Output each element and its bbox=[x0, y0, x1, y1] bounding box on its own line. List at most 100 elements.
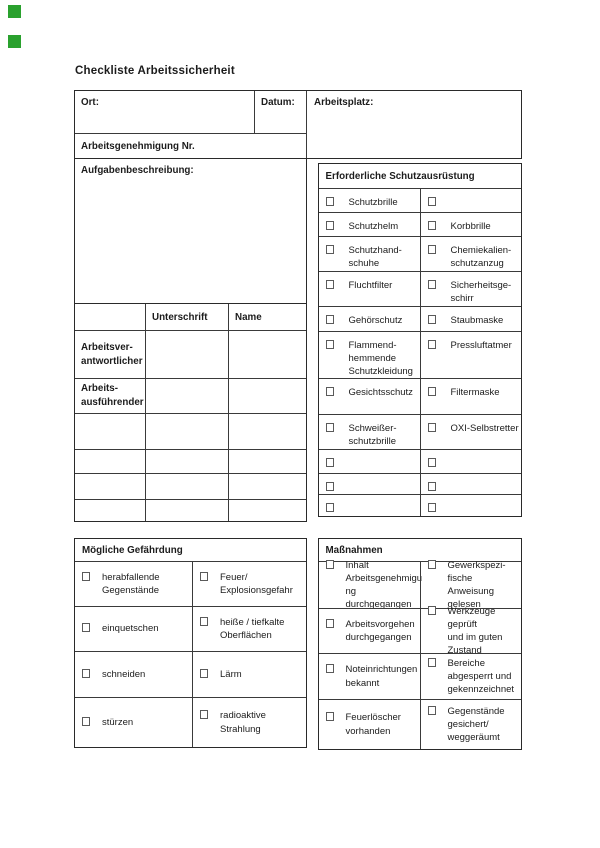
equipment-item bbox=[318, 449, 420, 473]
signature-row-label bbox=[75, 499, 145, 521]
genehmigung-field: Arbeitsgenehmigung Nr. bbox=[75, 134, 307, 158]
checkbox[interactable] bbox=[427, 197, 436, 206]
top-table: Ort: Datum: Arbeitsplatz: Arbeitsgenehmi… bbox=[74, 90, 522, 159]
checkbox[interactable] bbox=[427, 280, 436, 289]
checkbox[interactable] bbox=[325, 280, 334, 289]
green-marker bbox=[8, 35, 21, 48]
signature-cell bbox=[75, 304, 145, 330]
page-title: Checkliste Arbeitssicherheit bbox=[75, 65, 235, 77]
checkbox[interactable] bbox=[427, 482, 436, 491]
checkbox-label: heiße / tiefkalte Oberflächen bbox=[220, 616, 285, 641]
hazard-item: heiße / tiefkalte Oberflächen bbox=[192, 606, 306, 651]
checkbox[interactable] bbox=[200, 616, 208, 626]
checkbox[interactable] bbox=[325, 559, 334, 569]
checkbox[interactable] bbox=[200, 571, 208, 581]
signature-cell bbox=[145, 413, 228, 449]
signature-cell bbox=[145, 499, 228, 521]
measure-item: Werkzeuge geprüft und im guten Zustand bbox=[419, 605, 521, 656]
checkbox[interactable] bbox=[325, 221, 334, 230]
equipment-item: Schweißer- schutzbrille bbox=[318, 414, 420, 449]
equipment-item bbox=[318, 494, 420, 516]
equipment-item bbox=[318, 473, 420, 494]
checkbox[interactable] bbox=[427, 221, 436, 230]
hazard-item: herabfallende Gegenstände bbox=[75, 561, 192, 606]
checkbox[interactable] bbox=[427, 245, 436, 254]
checkbox[interactable] bbox=[427, 458, 436, 467]
checkbox-label: Schweißer- schutzbrille bbox=[348, 423, 397, 448]
checkbox[interactable] bbox=[325, 197, 334, 206]
task-description-box: Aufgabenbeschreibung: bbox=[74, 159, 307, 304]
equipment-item: Schutzhelm bbox=[318, 212, 420, 236]
signature-cell bbox=[228, 499, 306, 521]
checkbox[interactable] bbox=[427, 315, 436, 324]
equipment-table: Erforderliche Schutzausrüstung Schutzbri… bbox=[317, 163, 522, 517]
checkbox[interactable] bbox=[200, 668, 208, 678]
arbeitsplatz-field: Arbeitsplatz: bbox=[314, 97, 374, 108]
checkbox-label: Sicherheitsge- schirr bbox=[450, 280, 512, 305]
checkbox[interactable] bbox=[325, 315, 334, 324]
equipment-item: Pressluftatmer bbox=[419, 331, 521, 378]
measure-item: Arbeitsvorgehen durchgegangen bbox=[318, 608, 420, 653]
checkbox-label: Inhalt Arbeitsgenehmigu ng durchgegangen bbox=[345, 559, 423, 611]
checkbox[interactable] bbox=[325, 618, 334, 628]
ort-field: Ort: bbox=[75, 91, 255, 134]
checkbox[interactable] bbox=[325, 664, 334, 674]
checkbox[interactable] bbox=[427, 503, 436, 512]
measure-item: Bereiche abgesperrt und gekennzeichnet bbox=[419, 653, 521, 699]
checkbox[interactable] bbox=[82, 623, 90, 633]
checkbox[interactable] bbox=[427, 559, 436, 569]
hazard-item: schneiden bbox=[75, 651, 192, 697]
equipment-item bbox=[419, 473, 521, 494]
checkbox[interactable] bbox=[82, 571, 90, 581]
checkbox-label: stürzen bbox=[102, 716, 134, 728]
checkbox[interactable] bbox=[325, 387, 334, 396]
checkbox[interactable] bbox=[427, 387, 436, 396]
checkbox[interactable] bbox=[325, 458, 334, 467]
checkbox-label: Bereiche abgesperrt und gekennzeichnet bbox=[447, 657, 515, 696]
checkbox[interactable] bbox=[200, 710, 208, 720]
signature-row-label bbox=[75, 413, 145, 449]
checkbox-label: Staubmaske bbox=[450, 315, 504, 326]
checkbox-label: Flammend- hemmende Schutzkleidung bbox=[348, 340, 413, 378]
equipment-item bbox=[419, 449, 521, 473]
checkbox[interactable] bbox=[427, 657, 436, 667]
checkbox[interactable] bbox=[325, 712, 334, 722]
equipment-item: Sicherheitsge- schirr bbox=[419, 271, 521, 306]
checkbox[interactable] bbox=[82, 716, 90, 726]
checkbox-label: Filtermaske bbox=[450, 387, 500, 398]
checkbox-label: Lärm bbox=[220, 668, 242, 680]
checkbox[interactable] bbox=[325, 482, 334, 491]
checkbox[interactable] bbox=[325, 503, 334, 512]
measures-table: Maßnahmen Inhalt Arbeitsgenehmigu ng dur… bbox=[317, 538, 522, 750]
checkbox-label: Gehörschutz bbox=[348, 315, 403, 326]
signature-header-name: Name bbox=[228, 304, 306, 330]
equipment-item bbox=[419, 494, 521, 516]
hazard-item: Feuer/ Explosionsgefahr bbox=[192, 561, 306, 606]
measures-header: Maßnahmen bbox=[325, 544, 383, 556]
hazard-item: radioaktive Strahlung bbox=[192, 697, 306, 747]
checkbox[interactable] bbox=[427, 423, 436, 432]
checkbox-label: OXI-Selbstretter bbox=[450, 423, 519, 434]
checkbox-label: Feuer/ Explosionsgefahr bbox=[220, 571, 293, 596]
signature-cell bbox=[145, 473, 228, 499]
signature-row-label: Arbeitsver- antwortlicher bbox=[75, 330, 145, 378]
checkbox[interactable] bbox=[427, 340, 436, 349]
checkbox-label: Gesichtsschutz bbox=[348, 387, 413, 398]
checkbox[interactable] bbox=[427, 605, 436, 615]
signature-cell bbox=[228, 449, 306, 473]
checkbox[interactable] bbox=[325, 340, 334, 349]
checkbox[interactable] bbox=[325, 423, 334, 432]
measure-item: Inhalt Arbeitsgenehmigu ng durchgegangen bbox=[318, 559, 423, 611]
checkbox[interactable] bbox=[325, 245, 334, 254]
signature-cell bbox=[228, 330, 306, 378]
signature-row-label: Arbeits- ausführender bbox=[75, 378, 145, 413]
checkbox-label: Pressluftatmer bbox=[450, 340, 512, 351]
checkbox[interactable] bbox=[427, 705, 436, 715]
equipment-item: Schutzhand- schuhe bbox=[318, 236, 420, 271]
datum-field: Datum: bbox=[255, 91, 307, 134]
checkbox[interactable] bbox=[82, 668, 90, 678]
equipment-item: Fluchtfilter bbox=[318, 271, 420, 306]
signature-row-label bbox=[75, 449, 145, 473]
equipment-header: Erforderliche Schutzausrüstung bbox=[325, 170, 475, 182]
